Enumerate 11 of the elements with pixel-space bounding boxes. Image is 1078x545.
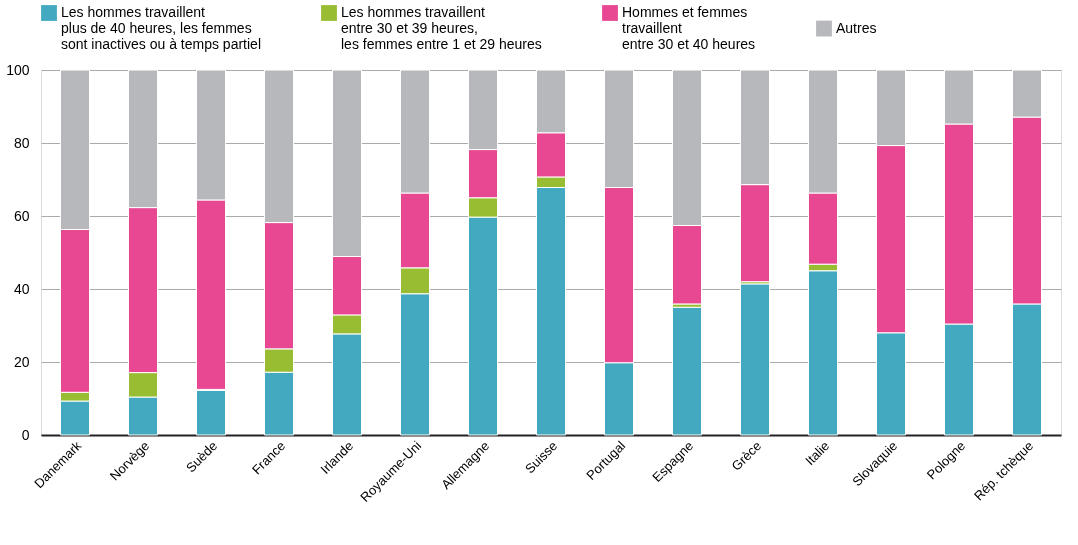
x-tick-label: Italie (802, 438, 833, 469)
y-tick-label: 80 (13, 134, 30, 151)
y-tick-label: 40 (13, 280, 30, 297)
y-tick-label: 20 (13, 353, 30, 370)
y-tick-label: 0 (21, 426, 30, 443)
legend-label: Les hommes travaillent plus de 40 heures, les femmes sont inactives ou à temps partiel (61, 4, 261, 52)
legend-label: Hommes et femmes travaillent entre 30 et 40 heures (622, 4, 756, 52)
y-tick-label: 100 (6, 61, 30, 78)
y-tick-label: 60 (13, 207, 30, 224)
legend-label: Autres (836, 19, 877, 36)
legend-label: Les hommes travaillent entre 30 et 39 heures, les femmes entre 1 et 29 heures (341, 4, 542, 52)
